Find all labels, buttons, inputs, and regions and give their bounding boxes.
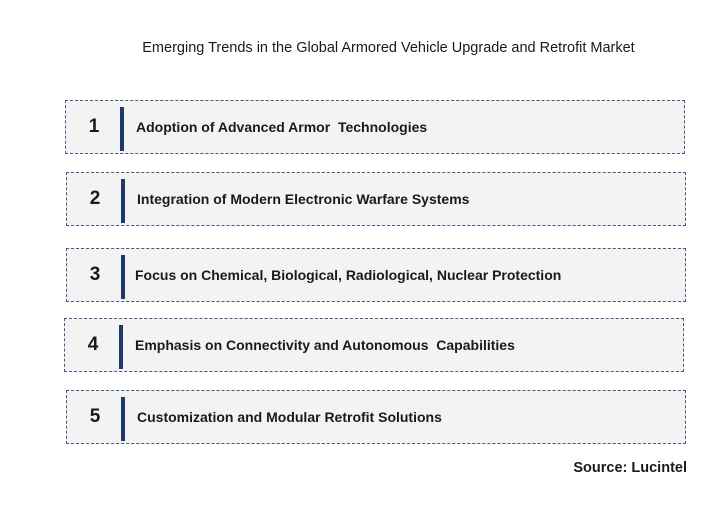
trend-number: 3 [89, 264, 101, 285]
source-note: Source: Lucintel [573, 460, 687, 476]
trend-number: 4 [87, 334, 99, 355]
trend-label: Integration of Modern Electronic Warfare… [137, 191, 470, 207]
accent-bar [120, 107, 124, 151]
accent-bar [121, 397, 125, 441]
accent-bar [121, 255, 125, 299]
trend-label: Customization and Modular Retrofit Solut… [137, 409, 442, 425]
trend-item-2: 2 Integration of Modern Electronic Warfa… [66, 172, 686, 226]
trend-number: 1 [88, 116, 100, 137]
trend-item-5: 5 Customization and Modular Retrofit Sol… [66, 390, 686, 444]
trend-number: 2 [89, 188, 101, 209]
accent-bar [119, 325, 123, 369]
trend-number: 5 [89, 406, 101, 427]
trend-item-1: 1 Adoption of Advanced Armor Technologie… [65, 100, 685, 154]
trend-item-4: 4 Emphasis on Connectivity and Autonomou… [64, 318, 684, 372]
trend-item-3: 3 Focus on Chemical, Biological, Radiolo… [66, 248, 686, 302]
accent-bar [121, 179, 125, 223]
trend-label: Focus on Chemical, Biological, Radiologi… [135, 267, 562, 283]
trend-label: Emphasis on Connectivity and Autonomous … [135, 337, 515, 353]
trend-label: Adoption of Advanced Armor Technologies [136, 119, 428, 135]
diagram-title: Emerging Trends in the Global Armored Ve… [142, 40, 635, 56]
